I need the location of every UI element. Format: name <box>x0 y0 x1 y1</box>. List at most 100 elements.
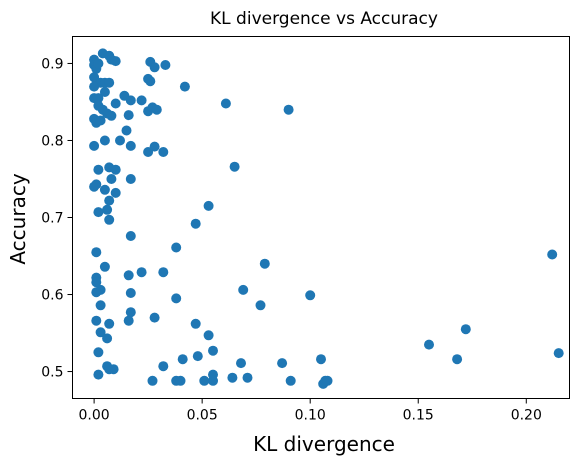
data-point <box>110 98 121 109</box>
data-point <box>104 195 115 206</box>
y-tick-label: 0.5 <box>41 365 63 381</box>
y-tick-label: 0.7 <box>41 211 63 227</box>
data-point <box>236 358 246 369</box>
data-point <box>305 290 316 301</box>
data-point <box>158 267 169 278</box>
data-point <box>110 164 121 175</box>
data-point <box>220 98 231 109</box>
data-point <box>316 354 326 365</box>
data-point <box>160 60 171 70</box>
data-point <box>104 318 115 329</box>
data-point <box>95 115 106 126</box>
data-point <box>125 140 136 151</box>
y-tick-label: 0.9 <box>41 56 63 72</box>
data-point <box>452 354 463 365</box>
data-point <box>99 184 110 195</box>
data-point <box>322 375 333 386</box>
data-point <box>91 179 102 190</box>
data-point <box>158 147 169 157</box>
data-point <box>149 62 160 73</box>
data-point <box>102 333 113 344</box>
data-point <box>145 76 156 87</box>
data-point <box>93 369 104 380</box>
data-point <box>192 351 203 362</box>
data-point <box>149 312 160 323</box>
y-axis-label: Accuracy <box>6 173 30 264</box>
data-point <box>106 110 117 121</box>
data-point <box>95 300 106 311</box>
data-point <box>95 327 106 338</box>
y-tick-label: 0.6 <box>41 288 63 304</box>
data-point <box>171 242 182 253</box>
data-point <box>125 288 136 298</box>
data-point <box>553 348 564 359</box>
data-point <box>91 247 102 258</box>
data-point <box>89 81 100 92</box>
data-point <box>108 364 119 375</box>
data-point <box>104 77 115 88</box>
data-point <box>123 270 134 281</box>
data-point <box>190 318 201 329</box>
data-point <box>136 95 147 106</box>
x-tick-label: 0.00 <box>79 408 110 424</box>
data-point <box>104 214 115 225</box>
data-point <box>93 58 104 69</box>
data-point <box>547 249 558 260</box>
data-point <box>123 110 134 121</box>
data-point <box>99 87 110 97</box>
data-point <box>285 375 296 386</box>
data-point <box>259 258 270 269</box>
data-point <box>149 141 160 152</box>
data-point <box>91 277 102 288</box>
data-point <box>93 207 104 218</box>
data-point <box>93 93 104 104</box>
data-point <box>93 164 104 175</box>
data-point <box>199 375 210 386</box>
data-point <box>190 218 201 229</box>
data-point <box>175 375 186 386</box>
x-axis-label: KL divergence <box>253 432 395 456</box>
data-point <box>147 375 158 386</box>
data-point <box>242 372 253 383</box>
data-point <box>424 339 434 350</box>
data-point <box>125 231 136 241</box>
axis-ticks: 0.00 0.05 0.10 0.15 0.20 0.5 0.6 0.7 0.8 0.9 <box>41 56 542 423</box>
data-point <box>283 104 294 115</box>
data-point <box>203 200 214 211</box>
data-point <box>110 56 121 67</box>
data-point <box>125 307 136 318</box>
x-tick-label: 0.20 <box>511 408 542 424</box>
data-point <box>99 135 110 146</box>
x-tick-label: 0.15 <box>403 408 434 424</box>
x-tick-label: 0.05 <box>187 408 218 424</box>
data-point <box>208 345 218 356</box>
data-point <box>171 293 182 304</box>
data-point <box>91 315 102 326</box>
data-point <box>158 361 169 372</box>
x-tick-label: 0.10 <box>295 408 326 424</box>
data-point <box>227 372 238 383</box>
data-point <box>277 358 288 369</box>
data-point <box>208 375 218 386</box>
data-point <box>91 287 102 298</box>
data-point <box>125 174 136 184</box>
chart-title: KL divergence vs Accuracy <box>210 9 438 29</box>
y-tick-label: 0.8 <box>41 133 63 149</box>
data-point <box>102 204 113 215</box>
data-point <box>89 140 100 151</box>
data-point <box>460 324 471 335</box>
data-point <box>179 81 190 92</box>
data-point <box>110 187 121 198</box>
data-point <box>177 354 188 365</box>
data-point <box>93 347 104 358</box>
data-point <box>229 161 240 172</box>
data-points <box>89 48 564 389</box>
data-point <box>151 104 162 115</box>
data-point <box>115 135 125 146</box>
data-point <box>255 300 266 311</box>
data-point <box>125 95 136 106</box>
data-point <box>136 267 147 278</box>
data-point <box>238 284 249 295</box>
